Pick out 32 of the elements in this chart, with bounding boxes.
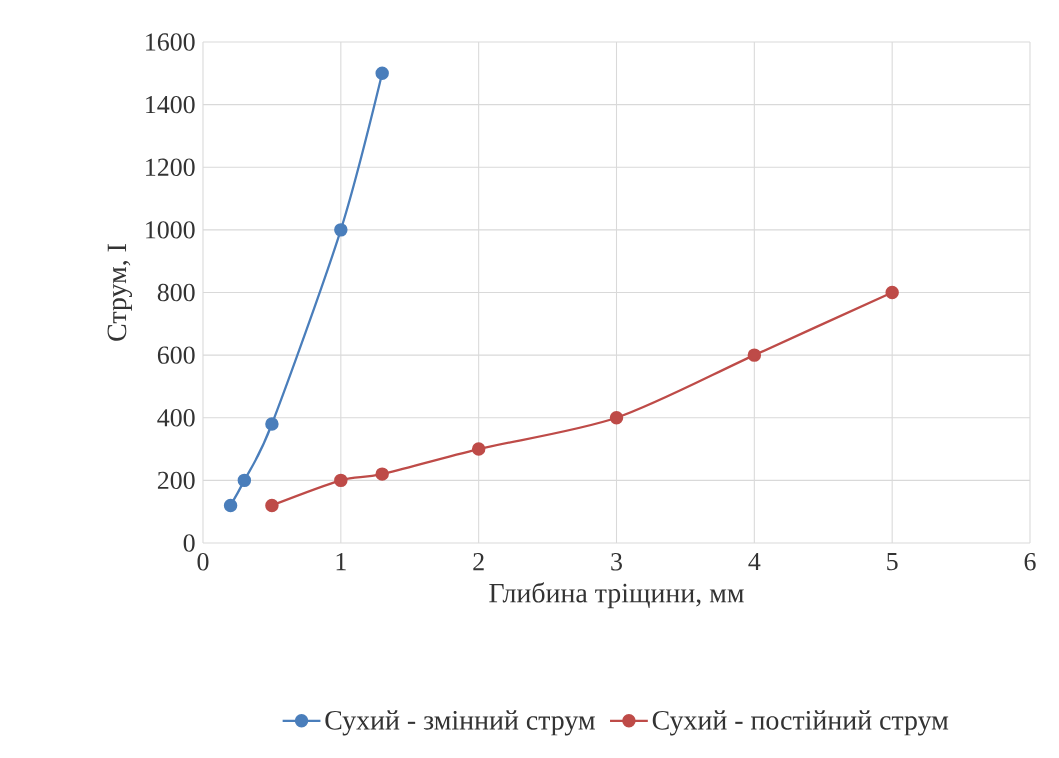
x-tick-label: 5 xyxy=(887,553,898,571)
y-tick-label: 200 xyxy=(157,471,195,490)
y-tick-label: 1600 xyxy=(146,33,195,51)
y-tick-label: 800 xyxy=(157,283,195,302)
x-tick-label: 3 xyxy=(611,553,622,571)
point xyxy=(885,285,899,300)
point xyxy=(609,411,624,425)
x-tick-label: 2 xyxy=(473,553,484,571)
x-axis-title: Глибина тріщини, мм xyxy=(489,582,744,609)
point xyxy=(223,498,238,513)
point xyxy=(747,348,762,362)
y-tick-label: 1000 xyxy=(146,221,195,239)
legend-label: Сухий - змінний струм xyxy=(325,710,595,736)
point xyxy=(375,467,389,481)
point xyxy=(471,442,486,456)
x-tick-label: 6 xyxy=(1024,553,1036,571)
y-axis-title: Струм, I xyxy=(107,244,133,341)
y-tick-label: 1200 xyxy=(146,158,195,176)
y-tick-label: 400 xyxy=(157,409,195,427)
point xyxy=(334,223,348,237)
y-tick-label: 1400 xyxy=(146,95,195,114)
point xyxy=(265,417,279,431)
point xyxy=(334,473,348,488)
x-tick-label: 4 xyxy=(748,553,761,571)
y-tick-label: 0 xyxy=(183,534,195,552)
x-tick-label: 0 xyxy=(197,553,209,571)
point xyxy=(237,473,252,488)
legend-label: Сухий - постійний струм xyxy=(652,710,949,736)
point xyxy=(265,498,279,513)
point xyxy=(375,66,389,81)
x-tick-label: 1 xyxy=(336,553,346,571)
y-tick-label: 600 xyxy=(157,346,195,364)
